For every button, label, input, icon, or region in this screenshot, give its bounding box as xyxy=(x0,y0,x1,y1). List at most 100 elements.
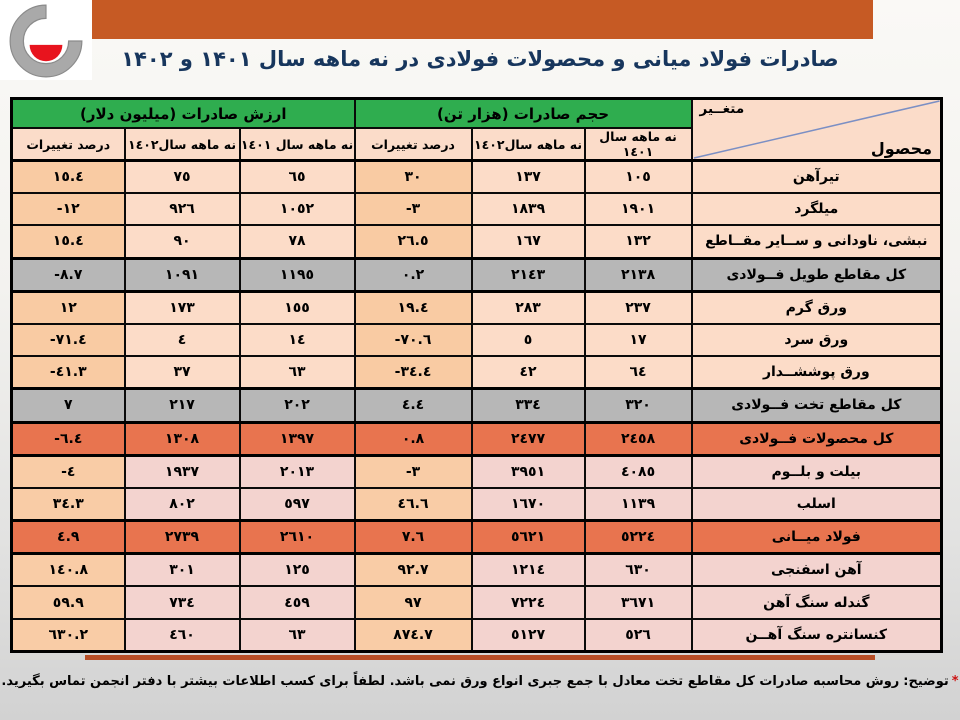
value-cell: ٥٩٧ xyxy=(238,486,356,522)
value-cell: ١٢٥ xyxy=(238,552,356,588)
value-cell: ٩٢٦ xyxy=(123,192,241,227)
value-cell: -٣ xyxy=(353,454,473,489)
footnote-asterisk: * xyxy=(951,674,959,689)
footnote-label: توضیح: xyxy=(903,674,949,689)
product-name-cell: کل مقاطع طویل فــولادی xyxy=(690,256,943,293)
value-cell: ١٨٣٩ xyxy=(470,192,586,227)
header-banner xyxy=(92,0,873,39)
value-cell: ١٠٩١ xyxy=(123,256,241,293)
volume-1401-header: نه ماهه سال ١٤٠١ xyxy=(583,127,693,162)
table-row: اسلب ١١٣٩ ١٦٧٠ ٤٦.٦ ٥٩٧ ٨٠٢ ٣٤.٣ xyxy=(10,486,943,522)
value-cell: ٧ xyxy=(10,387,126,424)
table-row: ورق سرد ١٧ ٥ -٧٠.٦ ١٤ ٤ -٧١.٤ xyxy=(10,322,943,358)
steel-association-logo-icon xyxy=(9,4,83,78)
table-row: تیرآهن ١٠٥ ١٣٧ ٣٠ ٦٥ ٧٥ ١٥.٤ xyxy=(10,159,943,195)
value-cell: ١٧ xyxy=(583,322,693,358)
table-row: ورق گرم ٢٣٧ ٢٨٣ ١٩.٤ ١٥٥ ١٧٣ ١٢ xyxy=(10,290,943,325)
value-cell: -٤ xyxy=(10,454,126,489)
product-name-cell: ورق گرم xyxy=(690,290,943,325)
value-cell: ٩٢.٧ xyxy=(353,552,473,588)
value-cell: ٦٤ xyxy=(583,355,693,390)
volume-change-header: درصد تغییرات xyxy=(353,127,473,162)
value-cell: ٢٠٢ xyxy=(238,387,356,424)
table-row: نبشی، ناودانی و ســایر مقــاطع ١٣٢ ١٦٧ ٢٦.٥… xyxy=(10,224,943,260)
association-logo xyxy=(0,0,92,80)
value-cell: ١١٩٥ xyxy=(238,256,356,293)
value-cell: -٣ xyxy=(353,192,473,227)
value-cell: ١٥.٤ xyxy=(10,159,126,195)
value-1401-header: نه ماهه سال ١٤٠١ xyxy=(238,127,356,162)
product-name-cell: کل محصولات فــولادی xyxy=(690,420,943,457)
value-cell: ٤.٤ xyxy=(353,387,473,424)
product-name-cell: ورق پوششــدار xyxy=(690,355,943,390)
product-name-cell: میلگرد xyxy=(690,192,943,227)
value-cell: ٠.٢ xyxy=(353,256,473,293)
product-name-cell: نبشی، ناودانی و ســایر مقــاطع xyxy=(690,224,943,260)
value-cell: ٣٠ xyxy=(353,159,473,195)
value-cell: ٣٧ xyxy=(123,355,241,390)
value-cell: -٤١.٣ xyxy=(10,355,126,390)
value-cell: ٧٢٢٤ xyxy=(470,585,586,620)
value-cell: ٣٩٥١ xyxy=(470,454,586,489)
value-cell: ١٩.٤ xyxy=(353,290,473,325)
volume-1402-header: نه ماهه سال١٤٠٢ xyxy=(470,127,586,162)
value-cell: ٣٣٤ xyxy=(470,387,586,424)
product-name-cell: اسلب xyxy=(690,486,943,522)
value-cell: ٦٣٠ xyxy=(583,552,693,588)
product-name-cell: تیرآهن xyxy=(690,159,943,195)
diagonal-divider-line xyxy=(693,100,940,159)
product-name-cell: آهن اسفنجی xyxy=(690,552,943,588)
value-cell: ٧.٦ xyxy=(353,519,473,556)
value-cell: -٦.٤ xyxy=(10,420,126,457)
value-cell: ٣٠١ xyxy=(123,552,241,588)
value-cell: ١٣٠٨ xyxy=(123,420,241,457)
sub-header-row: نه ماهه سال ١٤٠١ نه ماهه سال١٤٠٢ درصد تغ… xyxy=(10,127,942,162)
value-cell: ٥٢٦ xyxy=(583,617,693,653)
value-cell: ٤.٩ xyxy=(10,519,126,556)
value-cell: -٣٤.٤ xyxy=(353,355,473,390)
value-cell: ٢١٤٣ xyxy=(470,256,586,293)
value-cell: ٢٦١٠ xyxy=(238,519,356,556)
value-cell: ٨٠٢ xyxy=(123,486,241,522)
product-name-cell: فولاد میــانی xyxy=(690,519,943,556)
value-cell: ٢٧٣٩ xyxy=(123,519,241,556)
value-cell: ١٣٧ xyxy=(470,159,586,195)
product-name-cell: ورق سرد xyxy=(690,322,943,358)
value-cell: ٤٦.٦ xyxy=(353,486,473,522)
value-cell: ٥٩.٩ xyxy=(10,585,126,620)
value-cell: ٢١٧ xyxy=(123,387,241,424)
value-cell: ٤٠٨٥ xyxy=(583,454,693,489)
value-cell: ٣٤.٣ xyxy=(10,486,126,522)
value-cell: ٥١٢٧ xyxy=(470,617,586,653)
table-row: کل محصولات فــولادی ٢٤٥٨ ٢٤٧٧ ٠.٨ ١٣٩٧ ١٣٠٨ -٦… xyxy=(10,420,943,457)
value-cell: ٢٨٣ xyxy=(470,290,586,325)
footnote-text: روش محاسبه صادرات کل مقاطع تخت معادل با … xyxy=(1,674,900,689)
value-cell: -٧٠.٦ xyxy=(353,322,473,358)
value-cell: ٩٧ xyxy=(353,585,473,620)
corner-header-cell: متغــیر محصول xyxy=(690,97,943,162)
value-cell: ٧٣٤ xyxy=(123,585,241,620)
table-row: گندله سنگ آهن ٣٦٧١ ٧٢٢٤ ٩٧ ٤٥٩ ٧٣٤ ٥٩.٩ xyxy=(10,585,943,620)
product-name-cell: بیلت و بلــوم xyxy=(690,454,943,489)
value-cell: ٦٣ xyxy=(238,355,356,390)
value-cell: ٦٣٠.٢ xyxy=(10,617,126,653)
table-row: میلگرد ١٩٠١ ١٨٣٩ -٣ ١٠٥٢ ٩٢٦ -١٢ xyxy=(10,192,943,227)
footnote: *توضیح:روش محاسبه صادرات کل مقاطع تخت مع… xyxy=(0,674,960,689)
value-cell: ١٣٩٧ xyxy=(238,420,356,457)
value-1402-header: نه ماهه سال١٤٠٢ xyxy=(123,127,241,162)
value-cell: ١٠٥ xyxy=(583,159,693,195)
product-name-cell: کل مقاطع تخت فــولادی xyxy=(690,387,943,424)
steel-exports-table: متغــیر محصول حجم صادرات (هزار تن) ارزش … xyxy=(10,97,944,653)
table-row: فولاد میــانی ٥٢٢٤ ٥٦٢١ ٧.٦ ٢٦١٠ ٢٧٣٩ ٤.٩ xyxy=(10,519,943,556)
table-underline-bar xyxy=(85,655,875,660)
value-change-header: درصد تغییرات xyxy=(10,127,126,162)
value-cell: ٥٢٢٤ xyxy=(583,519,693,556)
value-cell: ٥٦٢١ xyxy=(470,519,586,556)
value-cell: ٢١٣٨ xyxy=(583,256,693,293)
value-cell: ٩٠ xyxy=(123,224,241,260)
value-cell: ٤٦٠ xyxy=(123,617,241,653)
value-cell: ١٩٣٧ xyxy=(123,454,241,489)
value-cell: ٣٦٧١ xyxy=(583,585,693,620)
value-cell: ١٢ xyxy=(10,290,126,325)
table-row: کل مقاطع طویل فــولادی ٢١٣٨ ٢١٤٣ ٠.٢ ١١٩٥ ١٠٩… xyxy=(10,256,943,293)
